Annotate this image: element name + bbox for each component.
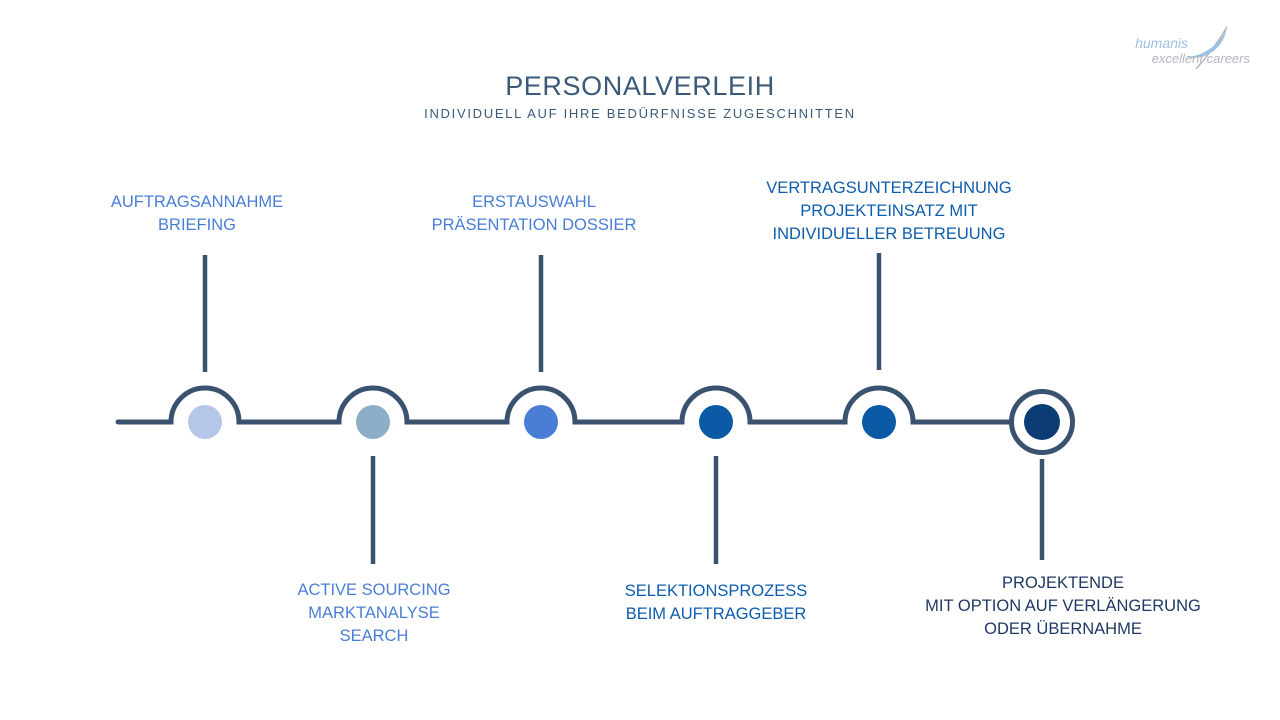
logo-text-humanis: humanis	[1135, 35, 1188, 51]
step-label-line: INDIVIDUELLER BETREUUNG	[772, 225, 1006, 243]
step-dot	[699, 405, 733, 439]
step-label-line: ODER ÜBERNAHME	[984, 620, 1142, 638]
step-dot	[524, 405, 558, 439]
page-title: PERSONALVERLEIH	[505, 71, 775, 101]
page-subtitle: INDIVIDUELL AUF IHRE BEDÜRFNISSE ZUGESCH…	[424, 106, 856, 121]
step-label-line: PROJEKTENDE	[1002, 574, 1124, 592]
step-label-line: VERTRAGSUNTERZEICHNUNG	[766, 179, 1012, 197]
logo-text-careers: careers	[1206, 51, 1250, 66]
step-label-line: AUFTRAGSANNAHME	[110, 193, 284, 211]
step-label-line: ACTIVE SOURCING	[297, 581, 451, 599]
step-label-2: ACTIVE SOURCING MARKTANALYSE SEARCH	[297, 579, 450, 648]
step-label-line: SELEKTIONSPROZESS	[624, 582, 808, 600]
step-label-line: SEARCH	[339, 627, 409, 645]
step-dot	[1024, 404, 1060, 440]
step-label-line: BEIM AUFTRAGGEBER	[625, 605, 807, 623]
timeline-axis	[115, 385, 1012, 425]
step-label-1: AUFTRAGSANNAHME BRIEFING	[111, 191, 283, 237]
company-logo: humanis excellent careers	[1122, 24, 1250, 70]
step-label-line: ERSTAUSWAHL	[472, 193, 596, 211]
step-label-3: ERSTAUSWAHL PRÄSENTATION DOSSIER	[432, 191, 637, 237]
step-label-6: PROJEKTENDE MIT OPTION AUF VERLÄNGERUNG …	[925, 572, 1201, 641]
step-label-line: MARKTANALYSE	[308, 604, 440, 622]
step-label-line: MIT OPTION AUF VERLÄNGERUNG	[925, 597, 1201, 615]
step-label-5: VERTRAGSUNTERZEICHNUNG PROJEKTEINSATZ MI…	[766, 177, 1011, 246]
logo-text-excellent: excellent	[1151, 51, 1203, 66]
step-label-line: PRÄSENTATION DOSSIER	[431, 216, 637, 234]
step-label-4: SELEKTIONSPROZESS BEIM AUFTRAGGEBER	[625, 580, 807, 626]
step-label-line: BRIEFING	[158, 216, 236, 234]
step-dot	[862, 405, 896, 439]
step-dot	[188, 405, 222, 439]
step-label-line: PROJEKTEINSATZ MIT	[800, 202, 978, 220]
swoosh-icon	[1187, 26, 1228, 70]
step-dot	[356, 405, 390, 439]
